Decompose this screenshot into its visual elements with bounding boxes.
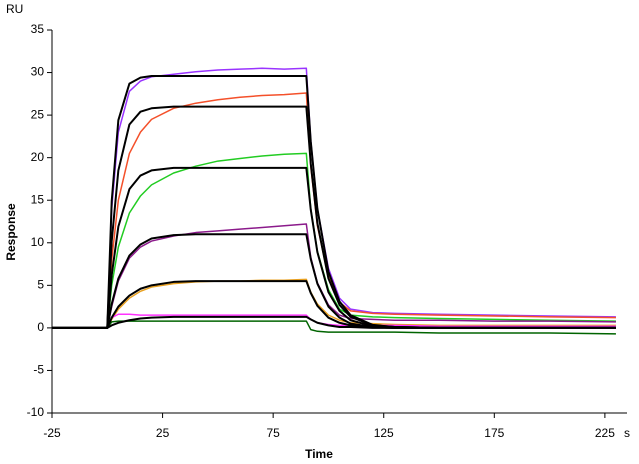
x-unit: s xyxy=(624,426,630,440)
y-tick-label: -5 xyxy=(33,363,44,377)
x-tick-label: -25 xyxy=(43,426,61,440)
x-tick-label: 225 xyxy=(595,426,615,440)
x-axis-label: Time xyxy=(305,447,333,461)
y-tick-label: 0 xyxy=(37,320,44,334)
series-line xyxy=(52,315,616,329)
x-tick-label: 175 xyxy=(484,426,504,440)
y-tick-label: 35 xyxy=(31,22,45,36)
series-line xyxy=(52,313,616,329)
y-tick-label: 25 xyxy=(31,107,45,121)
x-tick-label: 75 xyxy=(266,426,280,440)
series-line xyxy=(52,320,616,335)
series-line xyxy=(52,67,616,329)
y-tick-label: 10 xyxy=(31,235,45,249)
y-tick-label: 30 xyxy=(31,65,45,79)
y-tick-label: 15 xyxy=(31,192,45,206)
x-tick-label: 125 xyxy=(374,426,394,440)
y-tick-label: 5 xyxy=(37,278,44,292)
series-line xyxy=(52,152,616,329)
y-tick-label: -10 xyxy=(27,405,45,419)
series-line xyxy=(52,92,616,329)
y-tick-label: 20 xyxy=(31,150,45,164)
y-axis-label: Response xyxy=(4,203,18,261)
series-line xyxy=(52,223,616,329)
x-tick-label: 25 xyxy=(156,426,170,440)
y-unit: RU xyxy=(6,2,23,16)
